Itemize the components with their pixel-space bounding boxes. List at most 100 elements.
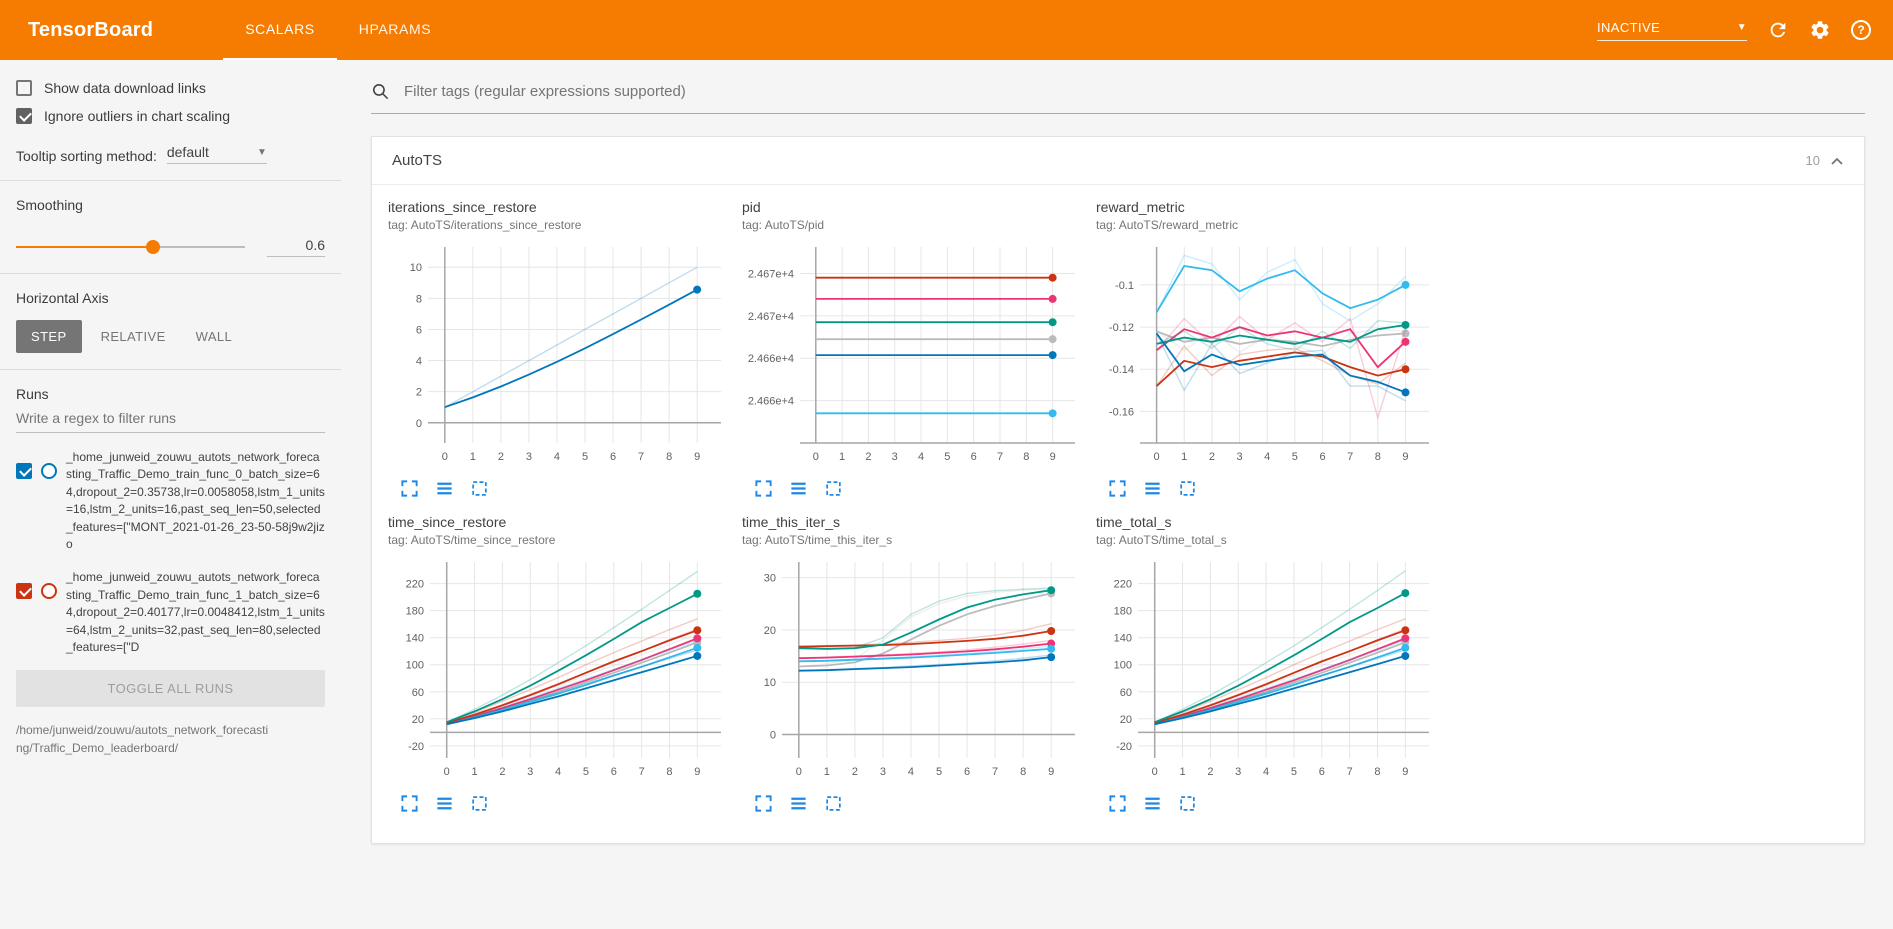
svg-text:1: 1 [1181,451,1187,463]
show-download-links-label: Show data download links [44,80,206,96]
expand-chart-icon[interactable] [400,794,419,813]
run-data-icon[interactable] [1143,479,1162,498]
run-row[interactable]: _home_junweid_zouwu_autots_network_forec… [16,449,325,553]
run-data-icon[interactable] [435,479,454,498]
expand-chart-icon[interactable] [1108,794,1127,813]
expand-chart-icon[interactable] [1108,479,1127,498]
smoothing-value[interactable]: 0.6 [267,237,325,257]
refresh-icon[interactable] [1767,19,1789,41]
svg-text:140: 140 [1114,633,1132,645]
tooltip-sorting-dropdown[interactable]: default ▼ [166,144,267,164]
axis-button-relative[interactable]: RELATIVE [100,329,166,344]
svg-text:8: 8 [1375,451,1381,463]
toggle-all-runs-button[interactable]: TOGGLE ALL RUNS [16,670,325,708]
svg-text:0: 0 [813,451,819,463]
run-row[interactable]: _home_junweid_zouwu_autots_network_forec… [16,569,325,656]
tab-hparams[interactable]: HPARAMS [358,21,432,37]
run-name: _home_junweid_zouwu_autots_network_forec… [66,570,325,654]
main-content: AutoTS 10 iterations_since_restore tag: … [341,82,1893,844]
runs-base-path: /home/junweid/zouwu/autots_network_forec… [16,723,269,756]
svg-text:2: 2 [1209,451,1215,463]
show-download-links-row[interactable]: Show data download links [16,80,325,96]
run-checkbox[interactable] [16,463,32,479]
svg-text:7: 7 [992,766,998,778]
run-data-icon[interactable] [1143,794,1162,813]
fit-domain-icon[interactable] [470,479,489,498]
collapse-section-icon[interactable] [1830,156,1844,166]
expand-chart-icon[interactable] [400,479,419,498]
chart-plot[interactable]: 0 1 2 3 4 5 6 7 8 9 2.467e+4 2.467e+4 2.466e+4 2.466e… [742,237,1087,469]
run-data-icon[interactable] [789,794,808,813]
section-title: AutoTS [392,152,443,169]
expand-chart-icon[interactable] [754,794,773,813]
chart-plot[interactable]: 0 1 2 3 4 5 6 7 8 9 -0.1 -0.12 -0.14 -0.16 [1096,237,1441,469]
autots-section-header[interactable]: AutoTS 10 [372,137,1864,185]
run-radio[interactable] [41,463,57,479]
svg-text:3: 3 [526,451,532,463]
run-radio[interactable] [41,583,57,600]
chart-plot[interactable]: 0 1 2 3 4 5 6 7 8 9 220 180 140 100 60 20 -20 [388,552,733,784]
expand-chart-icon[interactable] [754,479,773,498]
chart-plot[interactable]: 0 1 2 3 4 5 6 7 8 9 0 10 20 30 [742,552,1087,784]
svg-text:9: 9 [1402,451,1408,463]
nav-tabs: SCALARS HPARAMS [223,0,453,60]
settings-gear-icon[interactable] [1809,19,1831,41]
smoothing-slider-thumb[interactable] [146,240,161,254]
svg-text:1: 1 [839,451,845,463]
tooltip-sorting-row: Tooltip sorting method: default ▼ [16,144,325,164]
chart-plot[interactable]: 0 1 2 3 4 5 6 7 8 9 220 180 140 100 60 20 -20 [1096,552,1441,784]
svg-text:5: 5 [936,766,942,778]
axis-button-wall[interactable]: WALL [195,329,233,344]
chart-tag: tag: AutoTS/time_since_restore [388,533,556,547]
fit-domain-icon[interactable] [1178,479,1197,498]
svg-text:100: 100 [1114,660,1132,672]
fit-domain-icon[interactable] [824,794,843,813]
run-data-icon[interactable] [435,794,454,813]
svg-text:2.466e+4: 2.466e+4 [748,396,794,408]
svg-text:4: 4 [1264,451,1270,463]
runs-filter-input[interactable] [16,402,325,433]
header-actions: INACTIVE ▼ ? [1597,0,1871,60]
help-glyph: ? [1857,23,1865,37]
svg-text:10: 10 [410,262,422,274]
fit-domain-icon[interactable] [824,479,843,498]
svg-text:8: 8 [1020,766,1026,778]
help-icon[interactable]: ? [1851,20,1871,40]
svg-text:1: 1 [471,766,477,778]
svg-text:20: 20 [412,714,424,726]
svg-text:0: 0 [796,766,802,778]
tab-scalars[interactable]: SCALARS [223,0,337,60]
run-data-icon[interactable] [789,479,808,498]
chart-toolbar [742,794,1076,813]
svg-text:7: 7 [638,451,644,463]
smoothing-label: Smoothing [16,197,83,213]
ignore-outliers-checkbox[interactable] [16,108,32,124]
ignore-outliers-row[interactable]: Ignore outliers in chart scaling [16,108,325,124]
svg-text:8: 8 [666,766,672,778]
charts-grid: iterations_since_restore tag: AutoTS/ite… [372,185,1864,843]
svg-text:140: 140 [406,633,424,645]
chart-card: reward_metric tag: AutoTS/reward_metric … [1086,199,1440,498]
svg-text:9: 9 [1402,766,1408,778]
svg-text:220: 220 [406,579,424,591]
svg-text:-0.16: -0.16 [1109,406,1134,418]
svg-text:0: 0 [1152,766,1158,778]
svg-text:2: 2 [852,766,858,778]
smoothing-slider[interactable] [16,240,245,254]
svg-text:100: 100 [406,660,424,672]
svg-text:0: 0 [416,418,422,430]
chart-toolbar [388,794,722,813]
filter-tags-input[interactable] [404,83,1865,100]
tooltip-sorting-value: default [166,144,209,160]
fit-domain-icon[interactable] [470,794,489,813]
svg-text:6: 6 [1319,766,1325,778]
chart-tag: tag: AutoTS/reward_metric [1096,218,1239,232]
fit-domain-icon[interactable] [1178,794,1197,813]
divider [0,180,341,181]
svg-text:2.467e+4: 2.467e+4 [748,311,794,323]
chart-plot[interactable]: 0 1 2 3 4 5 6 7 8 9 0 2 4 6 8 10 [388,237,733,469]
run-checkbox[interactable] [16,583,32,600]
axis-button-step[interactable]: STEP [16,320,82,353]
show-download-links-checkbox[interactable] [16,80,32,96]
status-dropdown[interactable]: INACTIVE ▼ [1597,20,1747,41]
